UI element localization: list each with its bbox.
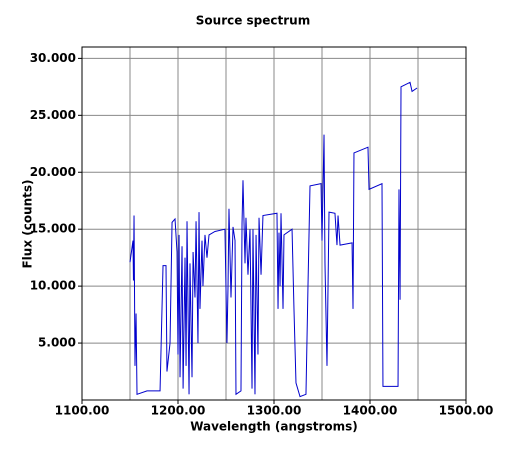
plot-frame: [81, 46, 467, 401]
y-tick-label: 30.000: [30, 51, 76, 65]
spectrum-line: [129, 81, 418, 398]
x-tick-label: 1200.00: [151, 404, 206, 418]
x-tick-label: 1400.00: [343, 404, 398, 418]
y-axis-label: Flux (counts): [21, 179, 35, 268]
y-tick-label: 5.000: [38, 336, 76, 350]
x-axis-label: Wavelength (angstroms): [190, 420, 358, 434]
chart-title: Source spectrum: [196, 14, 310, 28]
x-tick-label: 1300.00: [247, 404, 302, 418]
x-tick-label: 1100.00: [55, 404, 110, 418]
y-tick-label: 25.000: [30, 108, 76, 122]
y-tick-label: 15.000: [30, 222, 76, 236]
x-tick-label: 1500.00: [439, 404, 494, 418]
y-tick-label: 20.000: [30, 165, 76, 179]
y-tick-label: 10.000: [30, 279, 76, 293]
